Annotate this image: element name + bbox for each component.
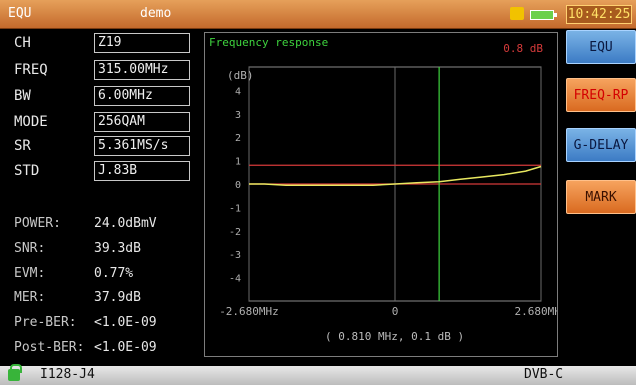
graph-title: Frequency response: [209, 36, 329, 49]
param-row-mode: MODE 256QAM: [14, 112, 194, 134]
frequency-response-panel: Frequency response 0.8 dB (dB) 4 3 2 1 0 -1 -2 -…: [204, 32, 558, 357]
param-row-sr: SR 5.361MS/s: [14, 136, 194, 158]
stat-label: EVM:: [14, 266, 46, 281]
stat-label: Pre-BER:: [14, 315, 77, 330]
lock-icon: [8, 364, 22, 381]
stat-row-post-ber: Post-BER: <1.0E-09: [14, 340, 194, 360]
status-bar: I128-J4 DVB-C: [0, 364, 636, 385]
param-label: BW: [14, 88, 31, 104]
y-tick-label: 2: [235, 133, 241, 144]
param-row-ch: CH Z19: [14, 33, 194, 55]
cursor-readout: ( 0.810 MHz, 0.1 dB ): [325, 330, 465, 343]
y-axis-label: (dB): [227, 69, 254, 82]
power-value: 24.0dBmV: [94, 216, 157, 231]
main-area: CH Z19 FREQ 315.00MHz BW 6.00MHz MODE 25…: [0, 29, 636, 366]
mark-button[interactable]: MARK: [566, 180, 636, 214]
param-row-freq: FREQ 315.00MHz: [14, 60, 194, 82]
mode-label: EQU: [8, 6, 32, 21]
pre-ber-value: <1.0E-09: [94, 315, 157, 330]
g-delay-button[interactable]: G-DELAY: [566, 128, 636, 162]
y-tick-label: -2: [229, 227, 241, 238]
x-tick-label: -2.680MHz: [219, 305, 279, 318]
response-trace: [249, 165, 542, 186]
project-name: demo: [140, 6, 172, 21]
param-label: MODE: [14, 114, 48, 130]
symbol-rate-field[interactable]: 5.361MS/s: [94, 136, 190, 156]
x-tick-label: 2.680MHz: [515, 305, 557, 318]
post-ber-value: <1.0E-09: [94, 340, 157, 355]
clock: 10:42:25: [566, 5, 632, 24]
param-label: CH: [14, 35, 31, 51]
y-tick-label: -1: [229, 203, 241, 214]
y-tick-label: 3: [235, 110, 241, 121]
param-label: STD: [14, 163, 40, 179]
param-label: SR: [14, 138, 31, 154]
stat-row-pre-ber: Pre-BER: <1.0E-09: [14, 315, 194, 335]
stat-label: SNR:: [14, 241, 46, 256]
title-bar: EQU demo 10:42:25: [0, 0, 636, 29]
y-tick-label: 4: [235, 86, 241, 97]
evm-value: 0.77%: [94, 266, 134, 281]
mer-value: 37.9dB: [94, 290, 141, 305]
limit-readout: 0.8 dB: [503, 42, 543, 55]
stat-label: Post-BER:: [14, 340, 85, 355]
stat-row-snr: SNR: 39.3dB: [14, 241, 194, 261]
bandwidth-field[interactable]: 6.00MHz: [94, 86, 190, 106]
param-label: FREQ: [14, 62, 48, 78]
y-tick-label: -3: [229, 250, 241, 261]
battery-icon: [530, 10, 557, 20]
x-tick-label: 0: [392, 305, 399, 318]
stat-row-evm: EVM: 0.77%: [14, 266, 194, 286]
snr-value: 39.3dB: [94, 241, 141, 256]
param-row-bw: BW 6.00MHz: [14, 86, 194, 108]
standard-field[interactable]: J.83B: [94, 161, 190, 181]
modulation-field[interactable]: 256QAM: [94, 112, 190, 132]
y-tick-label: -4: [229, 274, 241, 285]
channel-field[interactable]: Z19: [94, 33, 190, 53]
stat-label: MER:: [14, 290, 46, 305]
stat-label: POWER:: [14, 216, 61, 231]
stat-row-power: POWER: 24.0dBmV: [14, 216, 194, 236]
frequency-response-chart[interactable]: (dB) 4 3 2 1 0 -1 -2 -3 -4 -2.680MHz 0 2.680MHz: [205, 33, 557, 356]
standard-label: DVB-C: [524, 367, 564, 382]
equ-button[interactable]: EQU: [566, 30, 636, 64]
stat-row-mer: MER: 37.9dB: [14, 290, 194, 310]
param-row-std: STD J.83B: [14, 161, 194, 183]
signal-id: I128-J4: [40, 367, 95, 382]
y-tick-label: 0: [235, 180, 241, 191]
freq-rp-button[interactable]: FREQ-RP: [566, 78, 636, 112]
frequency-field[interactable]: 315.00MHz: [94, 60, 190, 80]
y-tick-label: 1: [235, 157, 241, 168]
warning-icon: [510, 7, 524, 20]
